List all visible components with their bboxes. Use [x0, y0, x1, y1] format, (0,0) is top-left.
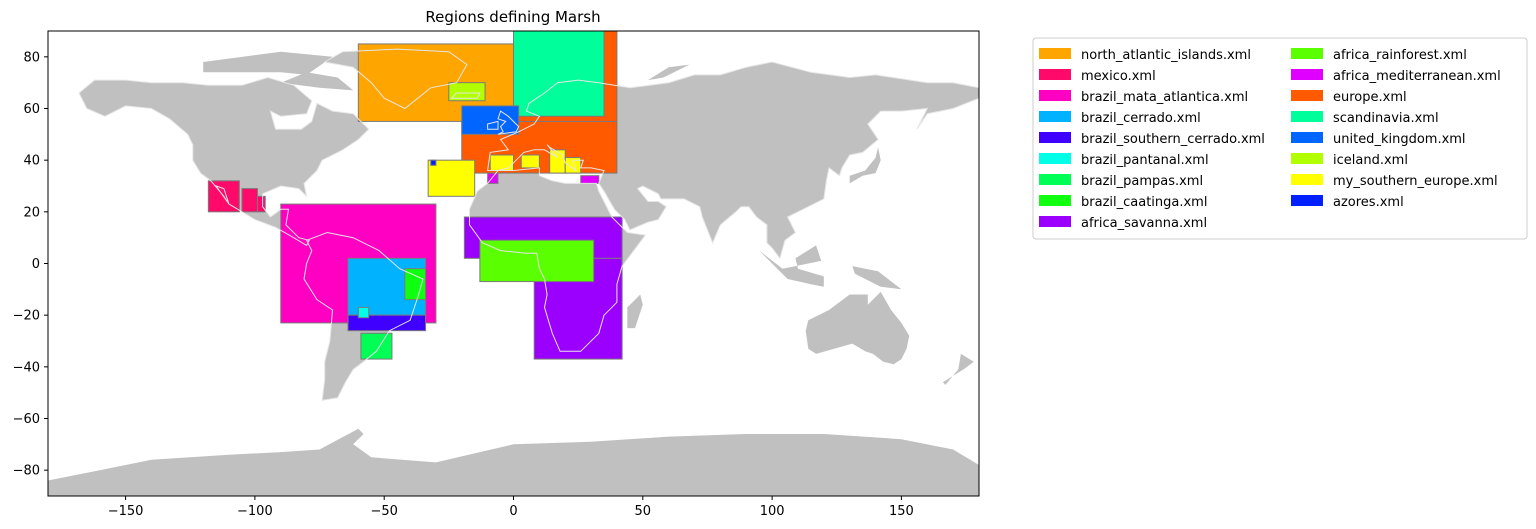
region-box-brazil_pampas-0 — [360, 332, 393, 360]
landmass-indonesia — [759, 245, 824, 287]
region-box-my_southern_europe-4 — [564, 157, 582, 174]
region-box-united_kingdom-0 — [461, 105, 520, 135]
coast-layer — [78, 48, 979, 402]
chart-title: Regions defining Marsh — [425, 8, 600, 26]
landmass-novaya-zemlya — [648, 64, 690, 81]
coastline-uk — [497, 110, 520, 135]
coastline-greenland — [323, 48, 468, 110]
y-tick-label: 60 — [23, 102, 40, 117]
legend-swatch — [1291, 174, 1323, 185]
coastline-ireland — [487, 120, 499, 130]
legend-label: azores.xml — [1333, 195, 1404, 210]
legend: north_atlantic_islands.xml mexico.xml braz… — [1032, 37, 1528, 240]
region-box-mexico-2 — [256, 195, 266, 213]
legend-label: iceland.xml — [1333, 153, 1408, 168]
legend-label: africa_rainforest.xml — [1333, 48, 1467, 63]
x-tick-label: −50 — [370, 504, 397, 519]
landmass-australia — [805, 291, 910, 365]
landmass-arctic-islands — [203, 51, 333, 75]
landmass-new-zealand — [942, 353, 974, 385]
region-box-scandinavia-0 — [513, 31, 605, 117]
y-tick-label: 0 — [32, 257, 40, 272]
region-box-iceland-0 — [448, 82, 486, 102]
legend-label: united_kingdom.xml — [1333, 132, 1466, 147]
region-box-brazil_caatinga-0 — [404, 268, 427, 301]
x-tick-label: 150 — [889, 504, 914, 519]
x-tick-label: −100 — [237, 504, 273, 519]
legend-label: brazil_southern_cerrado.xml — [1081, 132, 1265, 147]
legend-label: africa_mediterranean.xml — [1333, 69, 1501, 84]
region-box-brazil_southern_cerrado-0 — [347, 314, 427, 332]
legend-swatch — [1039, 216, 1071, 227]
landmass-papua — [852, 266, 902, 290]
legend-label: mexico.xml — [1081, 69, 1156, 84]
region-box-mexico-1 — [241, 188, 258, 213]
legend-label: brazil_mata_atlantica.xml — [1081, 90, 1248, 105]
legend-swatch — [1039, 174, 1071, 185]
region-box-azores-0 — [430, 159, 437, 166]
x-tick-label: 0 — [509, 504, 517, 519]
legend-swatch — [1291, 153, 1323, 164]
x-tick-label: −150 — [108, 504, 144, 519]
legend-swatch — [1291, 48, 1323, 59]
y-tick-label: −60 — [13, 412, 40, 427]
legend-swatch — [1039, 195, 1071, 206]
coastline-south-america — [303, 231, 424, 402]
region-box-africa_rainforest-0 — [479, 239, 595, 283]
legend-swatch — [1291, 111, 1323, 122]
legend-label: europe.xml — [1333, 90, 1407, 105]
legend-label: scandinavia.xml — [1333, 111, 1439, 126]
coastline-eurasia — [487, 61, 979, 260]
landmass-antarctica — [48, 428, 979, 496]
landmass-north-america — [79, 77, 369, 246]
y-tick-label: 20 — [23, 205, 40, 220]
region-box-brazil_pantanal-0 — [357, 306, 370, 319]
region-box-my_southern_europe-3 — [549, 149, 566, 174]
coastline-africa — [469, 167, 647, 352]
legend-swatch — [1291, 69, 1323, 80]
region-box-my_southern_europe-0 — [427, 159, 476, 197]
coastline-iceland — [450, 92, 481, 99]
axes: −150 −100 −50 0 50 100 150 −80 −60 −40 −20 0 20 40 60 8… — [13, 50, 914, 519]
landmass-madagascar — [627, 294, 643, 329]
legend-label: north_atlantic_islands.xml — [1081, 48, 1251, 63]
legend-label: brazil_pantanal.xml — [1081, 153, 1209, 168]
legend-box — [1032, 37, 1528, 240]
legend-swatch — [1291, 90, 1323, 101]
legend-label: brazil_pampas.xml — [1081, 174, 1203, 189]
legend-label: brazil_caatinga.xml — [1081, 195, 1207, 210]
region-layer — [207, 31, 623, 360]
legend-swatch — [1039, 48, 1071, 59]
legend-swatch — [1039, 69, 1071, 80]
y-tick-label: 80 — [23, 50, 40, 65]
region-box-africa_mediterranean-1 — [580, 175, 600, 184]
legend-swatch — [1291, 132, 1323, 143]
legend-label: africa_savanna.xml — [1081, 216, 1207, 231]
landmass-baffin — [280, 72, 354, 91]
legend-swatch — [1291, 195, 1323, 206]
y-tick-label: −80 — [13, 464, 40, 479]
x-tick-label: 50 — [635, 504, 652, 519]
legend-swatch — [1039, 90, 1071, 101]
legend-swatch — [1039, 111, 1071, 122]
coastline-north-america — [78, 76, 370, 247]
legend-swatch — [1039, 153, 1071, 164]
landmass-japan — [849, 147, 881, 184]
region-box-my_southern_europe-2 — [520, 154, 540, 169]
x-tick-label: 100 — [760, 504, 785, 519]
y-tick-label: −20 — [13, 309, 40, 324]
region-box-my_southern_europe-1 — [489, 154, 515, 171]
y-tick-label: −40 — [13, 360, 40, 375]
legend-swatch — [1039, 132, 1071, 143]
y-tick-label: 40 — [23, 154, 40, 169]
legend-label: brazil_cerrado.xml — [1081, 111, 1201, 126]
legend-label: my_southern_europe.xml — [1333, 174, 1498, 189]
